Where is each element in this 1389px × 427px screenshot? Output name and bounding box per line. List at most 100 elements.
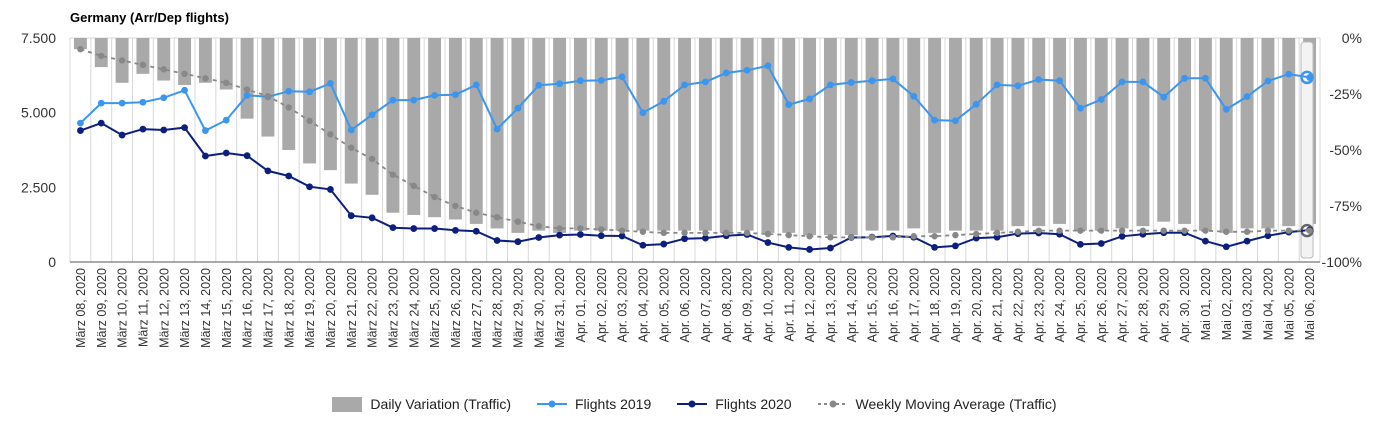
point-weekly-moving-average-traffic [473, 209, 480, 216]
variation-bar [323, 38, 337, 171]
x-tick-label: März 09, 2020 [95, 268, 109, 348]
point-flights-2019 [97, 99, 105, 107]
point-flights-2020 [306, 183, 313, 191]
point-flights-2020 [222, 149, 230, 157]
point-weekly-moving-average-traffic [889, 234, 897, 241]
point-flights-2019 [1243, 93, 1251, 100]
point-flights-2020 [181, 124, 188, 131]
x-tick-label: Apr. 02, 2020 [595, 268, 609, 342]
point-weekly-moving-average-traffic [223, 79, 230, 87]
range-slider[interactable] [1300, 41, 1314, 259]
variation-bar [261, 38, 275, 137]
point-flights-2020 [514, 238, 522, 246]
x-tick-label: März 08, 2020 [74, 268, 88, 348]
point-flights-2019 [1077, 104, 1084, 112]
point-weekly-moving-average-traffic [910, 233, 917, 240]
point-flights-2020 [202, 152, 209, 160]
variation-bar [844, 38, 858, 236]
gridlines [69, 37, 1321, 263]
point-flights-2019 [597, 77, 605, 84]
variation-bar [73, 38, 87, 50]
point-flights-2019 [847, 79, 855, 86]
variation-bar [1136, 38, 1150, 227]
x-tick-label: Apr. 04, 2020 [636, 268, 650, 342]
variation-bar [761, 38, 775, 233]
legend-item-daily-variation[interactable]: Daily Variation (Traffic) [332, 396, 511, 412]
variation-bar [865, 38, 879, 231]
slider-track[interactable] [1300, 41, 1314, 259]
point-flights-2019 [139, 98, 147, 106]
point-flights-2019 [493, 125, 501, 133]
legend-label: Daily Variation (Traffic) [370, 396, 511, 412]
x-tick-label: Apr. 14, 2020 [845, 268, 859, 342]
point-flights-2019 [722, 69, 730, 77]
point-flights-2019 [327, 79, 334, 87]
x-tick-label: März 26, 2020 [449, 268, 463, 348]
variation-bar [615, 38, 629, 231]
point-flights-2020 [493, 237, 501, 244]
variation-bar [1011, 38, 1025, 227]
point-flights-2019 [1222, 105, 1230, 113]
x-tick-label: Apr. 18, 2020 [928, 268, 942, 342]
point-weekly-moving-average-traffic [993, 229, 1001, 237]
variation-bar [94, 38, 108, 68]
point-weekly-moving-average-traffic [973, 230, 980, 238]
variation-bar [636, 38, 650, 231]
point-weekly-moving-average-traffic [598, 226, 605, 233]
x-tick-label: Apr. 07, 2020 [699, 268, 713, 342]
point-weekly-moving-average-traffic [618, 227, 626, 234]
point-flights-2020 [139, 125, 147, 133]
x-tick-label: März 16, 2020 [241, 268, 255, 348]
point-weekly-moving-average-traffic [681, 229, 688, 237]
x-tick-label: Apr. 25, 2020 [1074, 268, 1088, 342]
x-tick-label: März 18, 2020 [282, 268, 296, 348]
variation-bar [490, 38, 504, 229]
point-weekly-moving-average-traffic [389, 171, 397, 178]
point-flights-2019 [785, 101, 793, 109]
point-flights-2019 [1285, 70, 1293, 78]
point-weekly-moving-average-traffic [952, 231, 959, 239]
point-weekly-moving-average-traffic [639, 228, 647, 235]
variation-bar [573, 38, 587, 231]
variation-bar [1032, 38, 1046, 227]
variation-bars [73, 38, 1317, 236]
point-weekly-moving-average-traffic [1160, 227, 1167, 234]
variation-bar [428, 38, 442, 218]
legend-item-flights-2019[interactable]: Flights 2019 [536, 396, 651, 412]
y-right-tick-label: -50% [1329, 142, 1362, 158]
variation-bar [803, 38, 817, 236]
point-flights-2020 [1202, 237, 1209, 245]
point-flights-2020 [347, 212, 355, 220]
point-flights-2019 [993, 81, 1001, 89]
x-tick-label: März 30, 2020 [532, 268, 546, 348]
x-tick-label: März 22, 2020 [366, 268, 380, 348]
x-tick-label: Apr. 09, 2020 [741, 268, 755, 342]
point-flights-2019 [243, 91, 251, 99]
point-weekly-moving-average-traffic [1077, 227, 1084, 234]
x-tick-label: März 28, 2020 [491, 268, 505, 348]
point-flights-2019 [118, 99, 126, 107]
variation-bar [407, 38, 421, 215]
point-weekly-moving-average-traffic [556, 225, 563, 232]
legend-swatch-line [536, 400, 567, 408]
x-tick-label: Apr. 24, 2020 [1053, 268, 1067, 342]
point-flights-2019 [577, 77, 584, 85]
variation-bar [969, 38, 983, 231]
series-lines [77, 46, 1313, 253]
y-left-tick-label: 2.500 [21, 179, 56, 195]
legend-item-flights-2020[interactable]: Flights 2020 [677, 396, 792, 412]
variation-bar [1261, 38, 1275, 229]
variation-bar [344, 38, 358, 184]
variation-bar [678, 38, 692, 231]
legend-item-weekly-average[interactable]: Weekly Moving Average (Traffic) [817, 396, 1057, 412]
point-flights-2019 [514, 104, 522, 112]
point-weekly-moving-average-traffic [431, 193, 438, 201]
x-tick-label: Apr. 15, 2020 [866, 268, 880, 342]
point-flights-2019 [743, 66, 751, 74]
variation-bar [448, 38, 462, 220]
x-tick-label: Apr. 16, 2020 [886, 268, 900, 342]
point-flights-2019 [910, 92, 918, 100]
point-flights-2020 [597, 232, 605, 240]
point-flights-2020 [285, 172, 293, 180]
x-tick-label: Apr. 10, 2020 [761, 268, 775, 342]
